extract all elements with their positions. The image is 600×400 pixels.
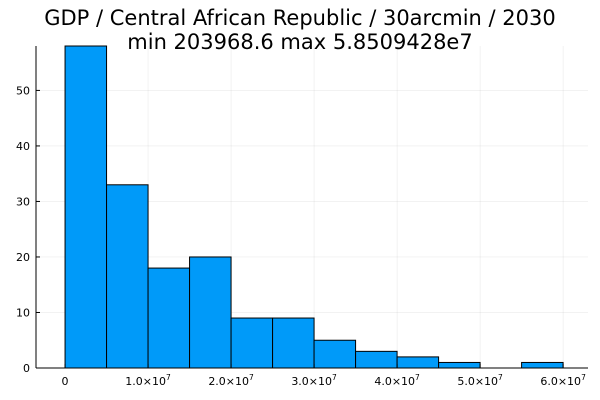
x-tick-label: 2.0×107	[208, 373, 254, 388]
y-tick-label: 50	[16, 84, 30, 97]
y-tick-label: 10	[16, 306, 30, 319]
histogram-bar	[521, 361, 564, 369]
histogram-bar	[355, 350, 398, 369]
histogram-bar	[147, 267, 191, 369]
y-tick-label: 20	[16, 251, 30, 264]
chart-subtitle: min 203968.6 max 5.8509428e7	[127, 30, 473, 54]
histogram-bar	[272, 317, 315, 369]
x-tick-label: 1.0×107	[125, 373, 171, 388]
histogram-bar	[230, 317, 274, 369]
histogram-bar	[396, 356, 440, 369]
y-tick-label: 40	[16, 140, 30, 153]
x-tick-label: 6.0×107	[540, 373, 586, 388]
histogram-bar	[64, 45, 108, 369]
x-tick-label: 3.0×107	[291, 373, 337, 388]
histogram-bar	[438, 361, 481, 369]
histogram-bar	[189, 256, 232, 369]
histogram-bar	[313, 339, 357, 369]
y-tick-label: 0	[23, 362, 30, 375]
chart-title: GDP / Central African Republic / 30arcmi…	[44, 6, 556, 30]
histogram-bar	[106, 184, 149, 369]
x-tick-label: 5.0×107	[457, 373, 503, 388]
x-tick-label: 0	[62, 375, 69, 388]
y-tick-label: 30	[16, 195, 30, 208]
x-tick-label: 4.0×107	[374, 373, 420, 388]
